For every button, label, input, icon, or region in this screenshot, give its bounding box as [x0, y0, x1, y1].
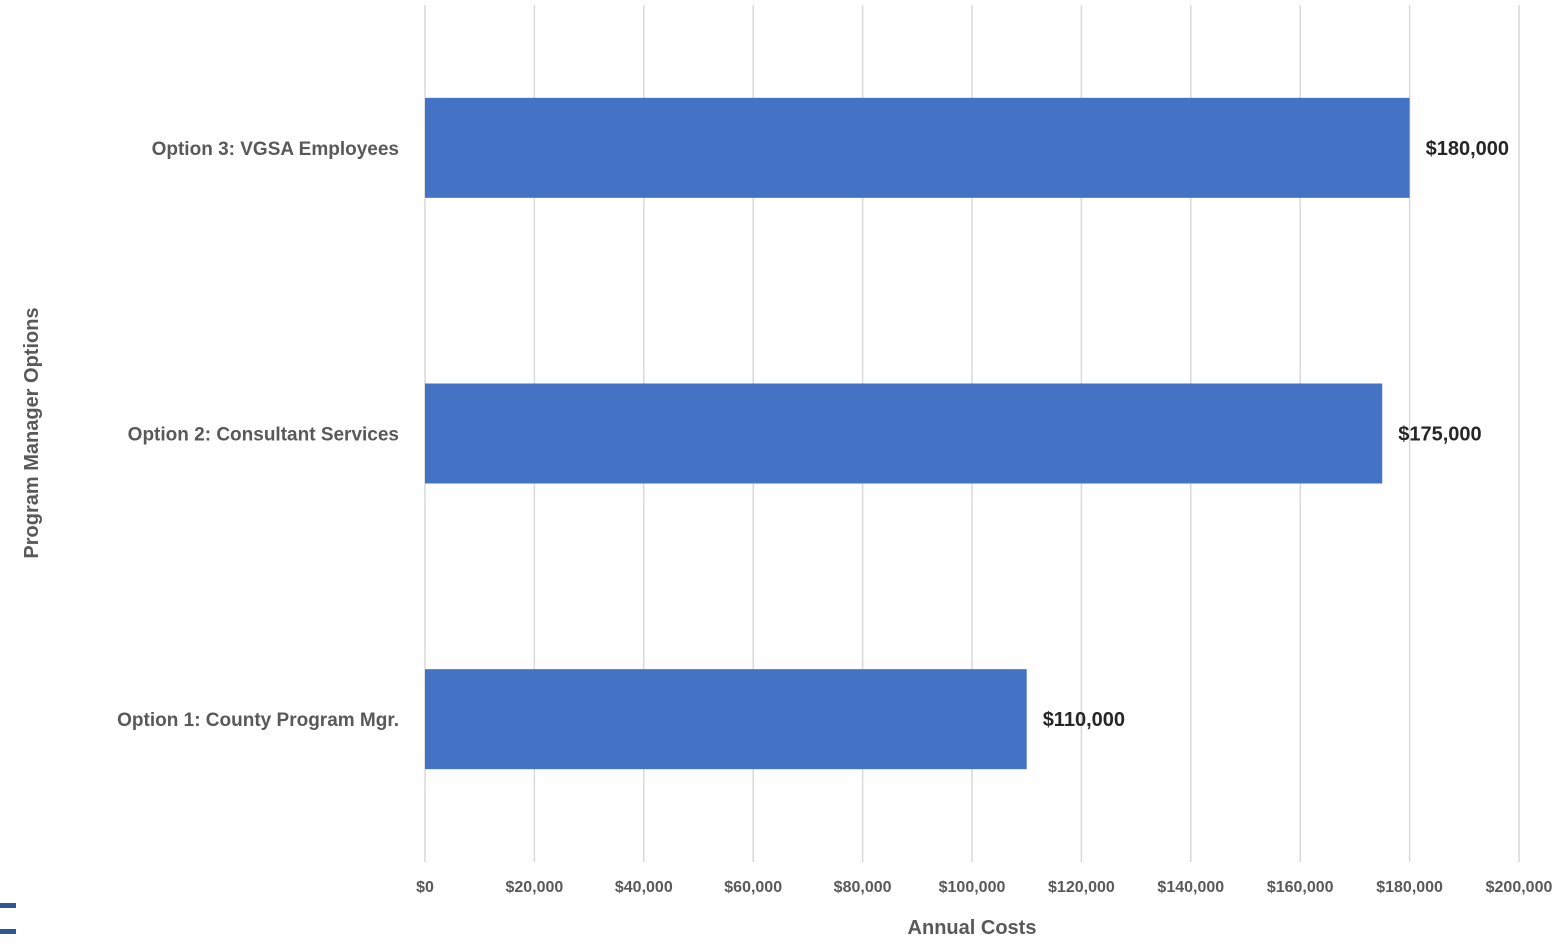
x-tick-label: $0	[416, 879, 434, 896]
x-tick-label: $100,000	[939, 879, 1006, 896]
x-tick-label: $60,000	[724, 879, 782, 896]
x-tick-labels: $0 $20,000 $40,000 $60,000 $80,000 $100,000 $1…	[416, 879, 1552, 896]
category-label: Option 2: Consultant Services	[128, 425, 399, 446]
category-label: Option 3: VGSA Employees	[152, 139, 399, 160]
data-label: $175,000	[1398, 424, 1481, 446]
corner-mark	[0, 903, 16, 908]
bar	[425, 97, 1410, 198]
bar	[425, 669, 1027, 770]
x-tick-label: $40,000	[615, 879, 673, 896]
y-axis-title: Program Manager Options	[21, 307, 43, 558]
bar	[425, 383, 1383, 484]
x-tick-label: $160,000	[1267, 879, 1334, 896]
bars: $110,000 $175,000 $180,000	[425, 97, 1509, 770]
x-tick-label: $180,000	[1376, 879, 1443, 896]
x-axis-title: Annual Costs	[908, 917, 1037, 939]
x-tick-label: $200,000	[1486, 879, 1553, 896]
x-tick-label: $120,000	[1048, 879, 1115, 896]
x-tick-label: $20,000	[505, 879, 563, 896]
data-label: $110,000	[1043, 709, 1125, 731]
category-label: Option 1: County Program Mgr.	[117, 710, 399, 731]
category-labels: Option 1: County Program Mgr. Option 2: C…	[117, 139, 399, 731]
x-tick-label: $140,000	[1157, 879, 1224, 896]
x-tick-label: $80,000	[834, 879, 892, 896]
data-label: $180,000	[1426, 138, 1509, 160]
corner-mark	[0, 929, 16, 934]
